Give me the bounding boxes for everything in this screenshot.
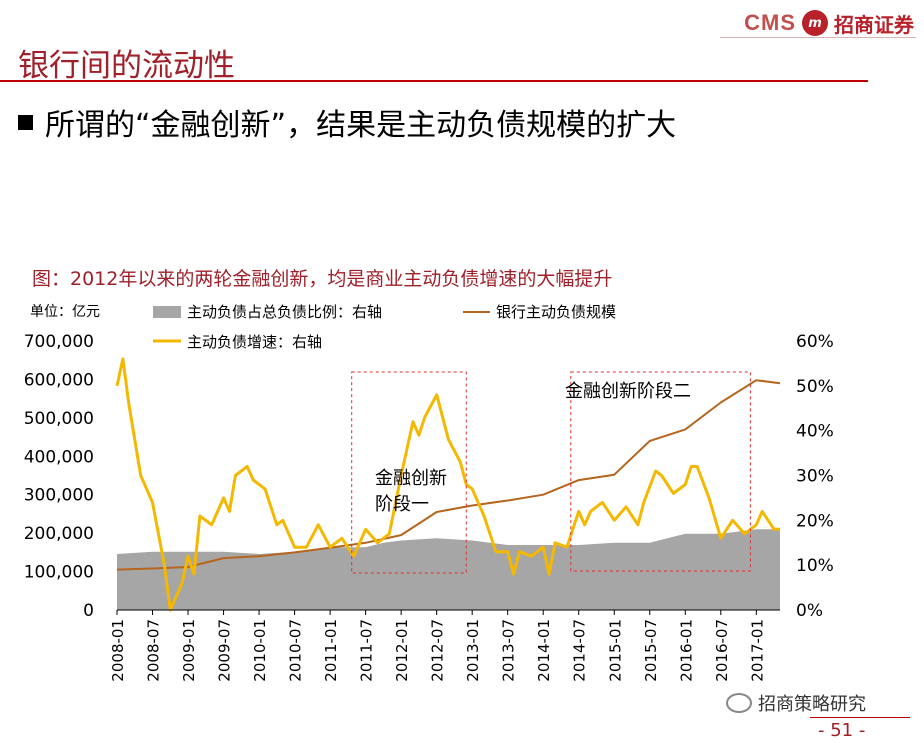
y-right-tick-label: 60% <box>796 332 834 352</box>
x-tick-label: 2010-01 <box>251 619 269 682</box>
y-left-tick-label: 700,000 <box>24 332 94 352</box>
annotation-box-phase-2 <box>570 371 751 572</box>
unit-label: 单位：亿元 <box>30 304 100 320</box>
x-tick-label: 2015-07 <box>642 619 660 682</box>
y-right-tick-label: 10% <box>796 556 834 576</box>
y-left-tick-label: 100,000 <box>24 563 94 583</box>
slide-subtitle: 所谓的“金融创新”，结果是主动负债规模的扩大 <box>18 100 676 144</box>
series-line-liability-scale <box>116 379 781 571</box>
y-right-tick-label: 50% <box>796 377 834 397</box>
slide-title: 银行间的流动性 <box>18 48 235 84</box>
legend-label-growth: 主动负债增速：右轴 <box>187 333 322 351</box>
subtitle-text: 所谓的“金融创新”，结果是主动负债规模的扩大 <box>45 108 677 143</box>
x-tick-label: 2012-07 <box>429 619 447 682</box>
x-tick-label: 2014-01 <box>535 619 553 682</box>
brand-cms-text: CMS <box>744 10 796 35</box>
page-number: - 51 - <box>818 720 866 741</box>
x-tick-label: 2012-01 <box>393 619 411 682</box>
legend-label-scale: 银行主动负债规模 <box>496 303 616 321</box>
x-tick-label: 2011-01 <box>322 619 340 682</box>
brand-name: 招商证券 <box>834 12 914 37</box>
page-number-divider <box>810 717 910 718</box>
y-right-tick-label: 0% <box>796 601 823 621</box>
x-tick-label: 2015-01 <box>606 619 624 682</box>
annotation-label-phase-2: 金融创新阶段二 <box>565 381 691 402</box>
x-tick-label: 2008-07 <box>145 619 163 682</box>
y-left-tick-label: 200,000 <box>24 524 94 544</box>
x-tick-label: 2009-07 <box>216 619 234 682</box>
y-left-tick-label: 400,000 <box>24 447 94 467</box>
annotation-box-phase-1 <box>351 371 467 574</box>
x-tick-label: 2010-07 <box>287 619 305 682</box>
x-tick-label: 2016-07 <box>713 619 731 682</box>
x-tick-label: 2014-07 <box>571 619 589 682</box>
series-area-liability-ratio <box>117 529 780 610</box>
x-tick-label: 2013-07 <box>500 619 518 682</box>
x-tick-label: 2011-07 <box>358 619 376 682</box>
y-right-tick-label: 40% <box>796 422 834 442</box>
watermark: 招商策略研究 <box>726 690 866 716</box>
brand-divider <box>720 37 916 38</box>
x-tick-label: 2016-01 <box>677 619 695 682</box>
y-right-tick-label: 20% <box>796 511 834 531</box>
watermark-text: 招商策略研究 <box>758 694 866 715</box>
x-tick-label: 2009-01 <box>180 619 198 682</box>
figure-caption: 图：2012年以来的两轮金融创新，均是商业主动负债增速的大幅提升 <box>32 268 613 290</box>
x-tick-label: 2008-01 <box>109 619 127 682</box>
x-tick-label: 2013-01 <box>464 619 482 682</box>
legend-label-area: 主动负债占总负债比例：右轴 <box>187 303 382 321</box>
y-left-tick-label: 300,000 <box>24 486 94 506</box>
annotation-label-phase-1-line-2: 阶段一 <box>375 494 429 515</box>
brand-logo-icon: m <box>802 10 828 36</box>
x-tick-label: 2017-01 <box>748 619 766 682</box>
brand-header: CMS m 招商证券 <box>744 8 914 38</box>
y-left-tick-label: 0 <box>83 601 94 621</box>
y-right-tick-label: 30% <box>796 467 834 487</box>
y-left-tick-label: 600,000 <box>24 370 94 390</box>
y-left-tick-label: 500,000 <box>24 409 94 429</box>
square-bullet-icon <box>18 114 33 130</box>
series-line-liability-growth <box>115 357 780 612</box>
legend-swatch-area <box>153 306 181 318</box>
title-divider <box>0 80 868 82</box>
wechat-icon <box>726 693 752 713</box>
annotation-label-phase-1-line-1: 金融创新 <box>375 468 447 489</box>
